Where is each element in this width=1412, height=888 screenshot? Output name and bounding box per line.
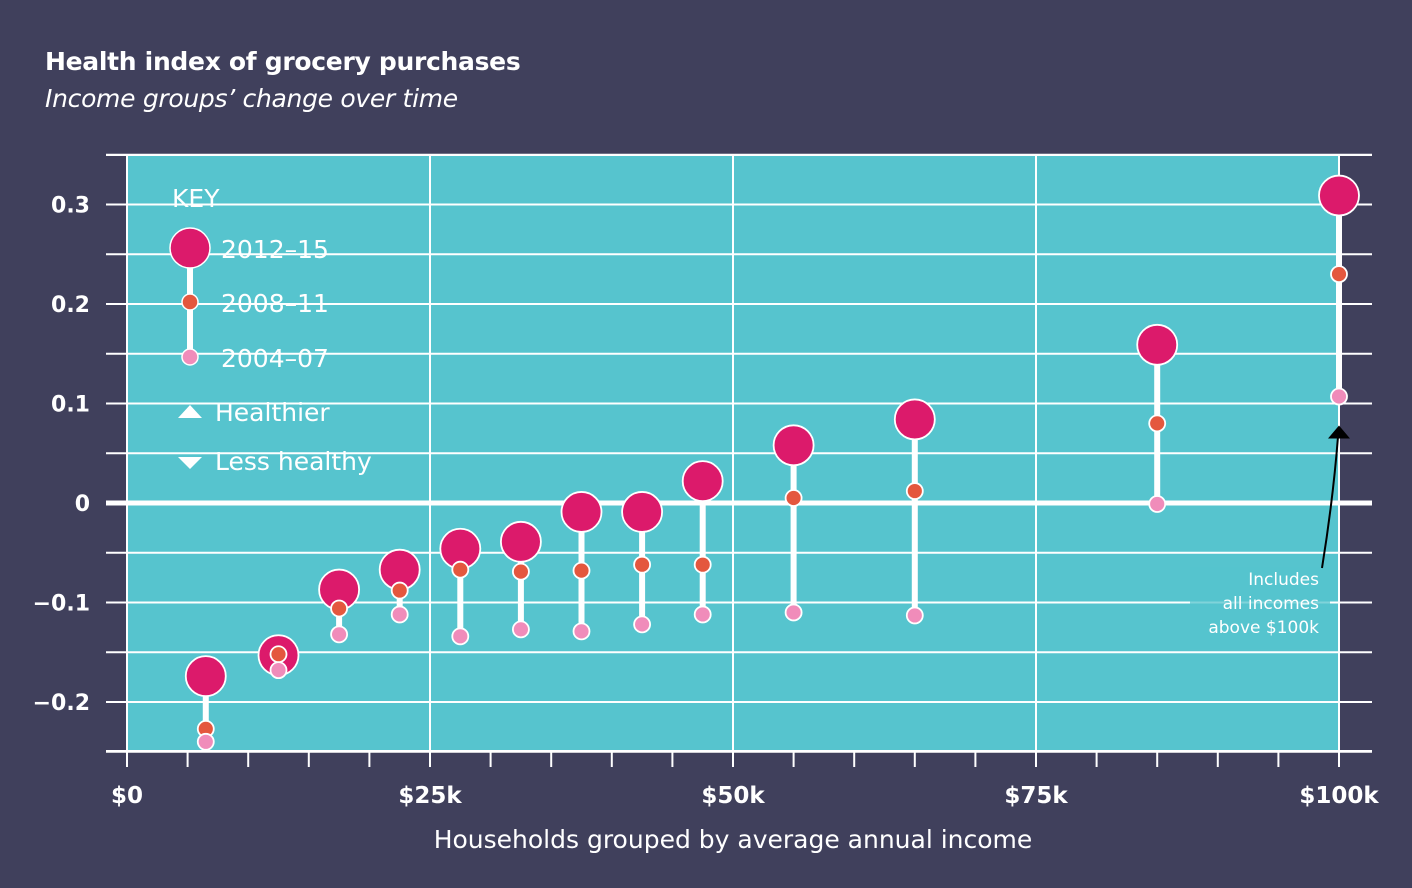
- legend-title: KEY: [172, 184, 220, 213]
- point-2008–11: [451, 560, 470, 579]
- x-tick-label: $50k: [701, 783, 765, 809]
- legend-label: 2004–07: [221, 344, 329, 373]
- point-2008–11: [1330, 265, 1348, 284]
- stems: [202, 195, 1342, 742]
- triangle-up-icon: [178, 405, 202, 418]
- point-2012–15: [621, 491, 663, 533]
- axes: $0 $25k $50k $75k $100k 0.3 0.2 0.1 0 −0.1 −0.2 Hou…: [33, 194, 1380, 855]
- x-tick-label: $75k: [1004, 783, 1068, 809]
- point-2012–15: [500, 520, 542, 563]
- legend-label: 2008–11: [221, 289, 329, 318]
- point-2008–11: [572, 561, 591, 580]
- point-2008–11: [905, 482, 924, 500]
- point-2012–15: [560, 491, 603, 533]
- y-tick-label: 0.3: [51, 194, 90, 219]
- annotation-text: all incomes: [1223, 594, 1320, 614]
- data-points: [184, 174, 1360, 751]
- point-2008–11: [269, 645, 288, 664]
- y-tick-label: 0.2: [51, 293, 90, 318]
- point-2004–07: [269, 661, 288, 680]
- point-2012–15: [1136, 323, 1179, 366]
- legend-marker-2004–07: [181, 348, 199, 366]
- x-tick-label: $0: [111, 783, 143, 809]
- point-2008–11: [330, 599, 349, 618]
- x-axis-label: Households grouped by average annual inc…: [434, 825, 1033, 854]
- x-tick-label: $25k: [398, 783, 462, 809]
- y-tick-label: 0: [75, 492, 90, 517]
- point-2004–07: [1148, 495, 1167, 513]
- point-2004–07: [330, 625, 349, 644]
- annotation-arrow-line: [1321, 436, 1339, 569]
- point-2012–15: [184, 655, 227, 698]
- point-2008–11: [390, 581, 409, 600]
- annotation-backdrop: [1190, 567, 1330, 649]
- annotation-arrowhead-icon: [1328, 425, 1350, 439]
- grid-lines: [106, 153, 1372, 753]
- chart-title: Health index of grocery purchases: [45, 47, 521, 76]
- point-2004–07: [512, 620, 530, 639]
- legend-label: 2012–15: [221, 235, 329, 264]
- y-tick-label: −0.1: [33, 592, 90, 617]
- y-tick-label: −0.2: [33, 691, 90, 716]
- point-2008–11: [1148, 414, 1167, 433]
- point-2012–15: [772, 424, 815, 467]
- legend-less-healthy-label: Less healthy: [215, 447, 372, 476]
- point-2012–15: [893, 398, 936, 441]
- legend-marker-2008–11: [181, 293, 199, 311]
- y-tick-label: 0.1: [51, 393, 90, 418]
- annotation: Includes all incomes above $100k: [1190, 425, 1350, 649]
- chart-subtitle: Income groups’ change over time: [45, 84, 458, 113]
- point-2008–11: [693, 555, 712, 574]
- point-2008–11: [512, 562, 530, 581]
- point-2004–07: [693, 605, 712, 624]
- point-2012–15: [1318, 174, 1360, 217]
- point-2008–11: [633, 555, 651, 574]
- x-tick-label: $100k: [1299, 783, 1379, 809]
- annotation-text: above $100k: [1208, 618, 1319, 638]
- legend-healthier-label: Healthier: [215, 398, 330, 427]
- point-2004–07: [196, 732, 215, 751]
- point-2004–07: [572, 622, 591, 641]
- point-2012–15: [681, 460, 724, 503]
- point-2004–07: [1330, 387, 1348, 406]
- point-2004–07: [633, 615, 651, 634]
- point-2004–07: [451, 627, 470, 646]
- point-2004–07: [905, 606, 924, 625]
- legend-marker-2012–15: [169, 227, 211, 269]
- triangle-down-icon: [178, 457, 202, 469]
- annotation-text: Includes: [1248, 570, 1319, 590]
- point-2004–07: [784, 603, 803, 622]
- point-2004–07: [390, 605, 409, 624]
- point-2008–11: [784, 489, 803, 507]
